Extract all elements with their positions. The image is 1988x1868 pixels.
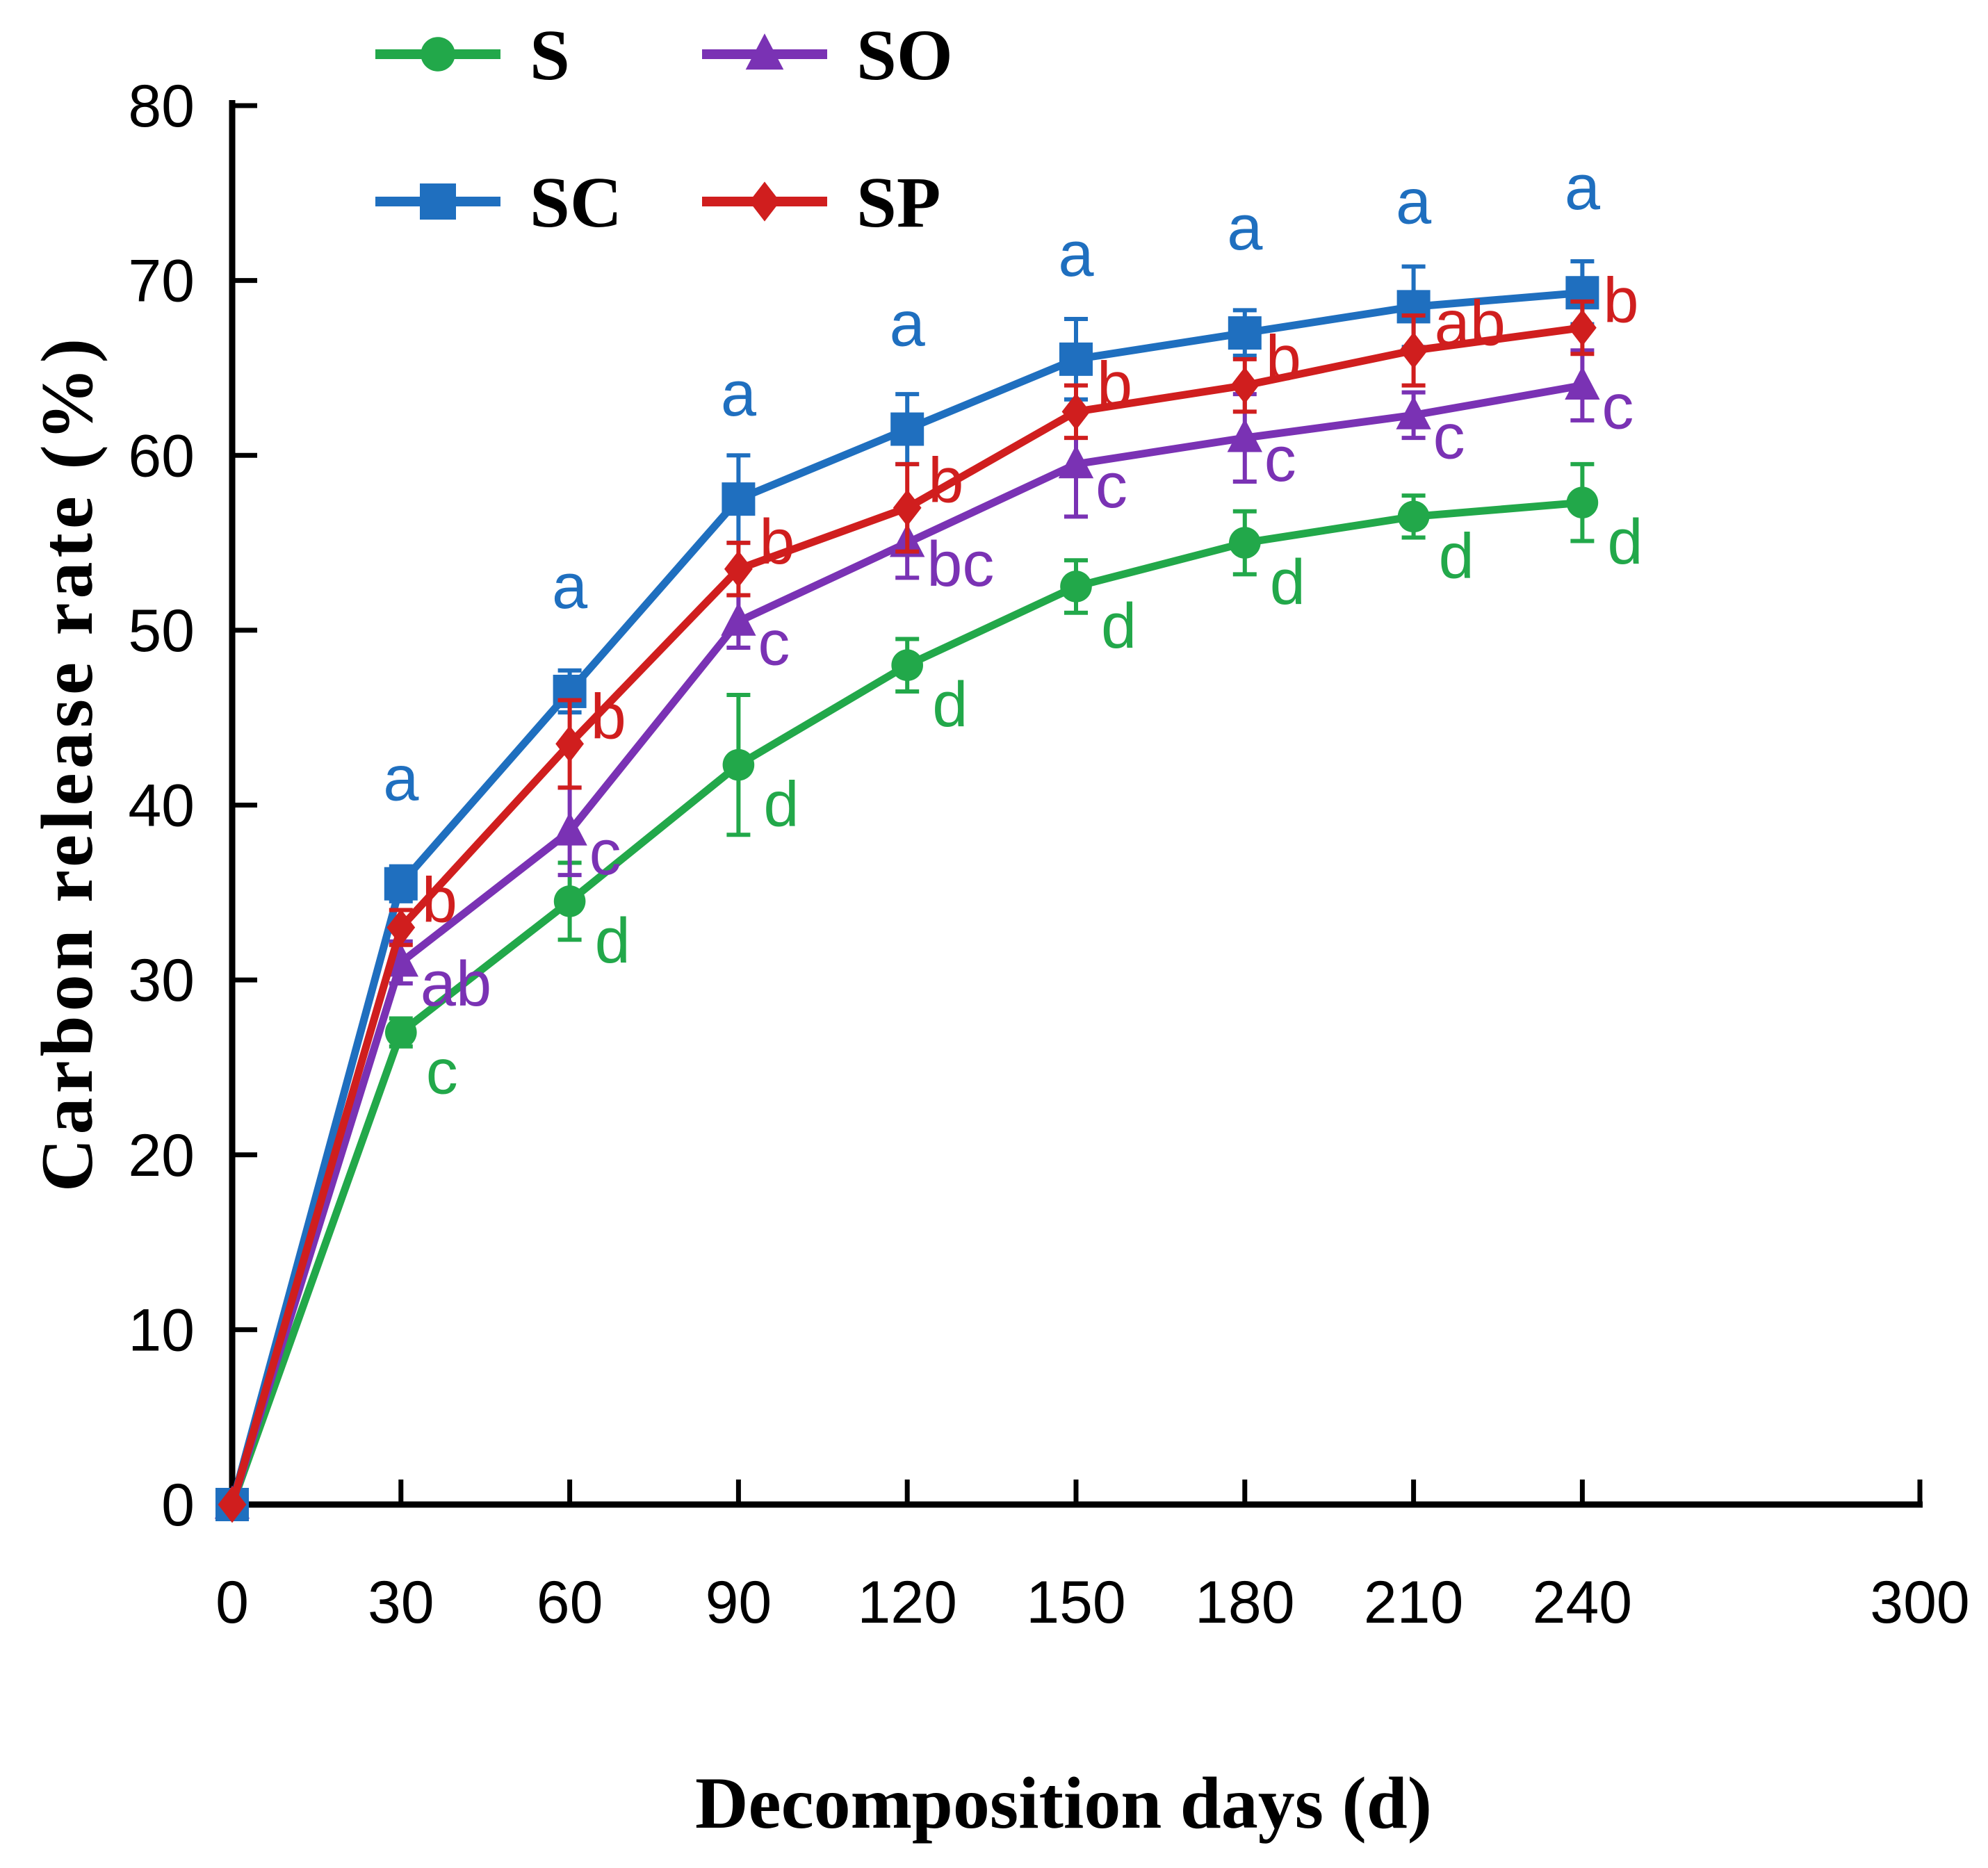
significance-label: b [1097, 349, 1132, 420]
significance-label: b [928, 445, 963, 516]
data-point [1228, 316, 1262, 350]
significance-label: d [1439, 521, 1474, 591]
significance-label: a [1227, 192, 1263, 263]
data-point [1229, 527, 1261, 559]
x-tick-label: 210 [1364, 1569, 1464, 1636]
data-point [385, 1016, 417, 1049]
data-point [218, 1486, 247, 1523]
data-point [724, 550, 753, 588]
legend-entry-sc: SC [375, 163, 622, 243]
x-axis-title: Decomposition days (d) [695, 1762, 1432, 1844]
y-tick-label: 10 [128, 1297, 195, 1363]
significance-label: c [1433, 401, 1465, 472]
significance-label: c [589, 817, 621, 888]
y-tick-label: 30 [128, 947, 195, 1014]
significance-label: bc [927, 529, 994, 600]
legend-entry-sp: SP [702, 163, 940, 243]
significance-label: a [721, 359, 757, 429]
data-point [1059, 342, 1093, 376]
data-point [1399, 331, 1428, 369]
legend-entry-so: SO [702, 15, 953, 95]
significance-label: d [1101, 591, 1136, 662]
data-point [891, 649, 923, 681]
x-tick-label: 240 [1533, 1569, 1633, 1636]
legend-label: SC [530, 163, 622, 243]
significance-label: d [1270, 547, 1305, 618]
y-axis-title: Carbon release rate (%) [26, 334, 108, 1192]
x-tick-label: 0 [215, 1569, 249, 1636]
significance-label: b [1603, 265, 1638, 336]
x-tick-label: 90 [706, 1569, 772, 1636]
y-tick-label: 60 [128, 423, 195, 489]
significance-label: b [591, 681, 626, 752]
legend-label: SP [856, 163, 940, 243]
significance-label: d [932, 669, 968, 740]
legend-marker [421, 37, 455, 72]
significance-label: c [1602, 372, 1633, 443]
data-point [1566, 486, 1599, 518]
significance-label: d [1607, 507, 1643, 577]
significance-label: a [1058, 219, 1094, 290]
data-point [722, 482, 756, 516]
significance-label: b [759, 507, 795, 577]
legend-marker [749, 181, 781, 222]
axes-layer: 0 10 20 30 40 50 60 70 80 0 30 60 90 120 150 180 210 240 3… [128, 73, 1969, 1636]
data-point [722, 748, 755, 781]
significance-label: d [763, 769, 799, 840]
significance-label: b [1266, 323, 1301, 394]
data-point [1058, 445, 1094, 479]
data-point [721, 602, 756, 636]
significance-label: a [890, 289, 926, 360]
y-tick-label: 50 [128, 598, 195, 664]
data-point [384, 867, 418, 901]
data-point [1568, 309, 1597, 346]
data-point [1230, 367, 1260, 404]
y-tick-label: 0 [161, 1472, 195, 1539]
legend-label: S [530, 15, 570, 95]
legend: S SO SC SP [375, 15, 953, 243]
significance-label: a [552, 551, 588, 622]
significance-label: b [422, 865, 457, 936]
significance-label: a [383, 744, 419, 814]
y-tick-label: 70 [128, 248, 195, 315]
x-tick-label: 120 [857, 1569, 957, 1636]
significance-label: d [595, 906, 630, 976]
y-tick-label: 40 [128, 773, 195, 839]
data-point [552, 812, 587, 846]
data-point [386, 909, 416, 947]
significance-label: a [1396, 166, 1432, 237]
data-point [1397, 500, 1430, 533]
significance-label: c [1095, 450, 1127, 521]
significance-label: ab [1435, 288, 1506, 359]
data-point [553, 885, 586, 917]
x-tick-label: 300 [1870, 1569, 1970, 1636]
significance-label: c [758, 607, 790, 678]
data-point [1061, 393, 1091, 430]
series-layer [214, 259, 1600, 1523]
significance-label: c [1264, 424, 1296, 495]
significance-label: a [1565, 152, 1601, 223]
data-point [1060, 571, 1092, 603]
data-point [1227, 418, 1262, 452]
y-tick-label: 20 [128, 1122, 195, 1189]
data-point [893, 489, 922, 527]
data-point [890, 412, 924, 446]
y-tick-label: 80 [128, 73, 195, 140]
x-tick-label: 150 [1026, 1569, 1126, 1636]
x-tick-label: 60 [537, 1569, 603, 1636]
significance-label: ab [421, 949, 491, 1019]
data-point [555, 726, 584, 762]
x-tick-label: 180 [1195, 1569, 1295, 1636]
significance-label: c [426, 1037, 458, 1108]
legend-marker [420, 183, 456, 220]
data-point [1565, 366, 1600, 400]
legend-label: SO [856, 15, 953, 95]
legend-entry-s: S [375, 15, 570, 95]
series-sp [218, 299, 1597, 1523]
legend-marker [745, 33, 784, 70]
data-point [1396, 395, 1431, 429]
x-tick-label: 30 [368, 1569, 434, 1636]
